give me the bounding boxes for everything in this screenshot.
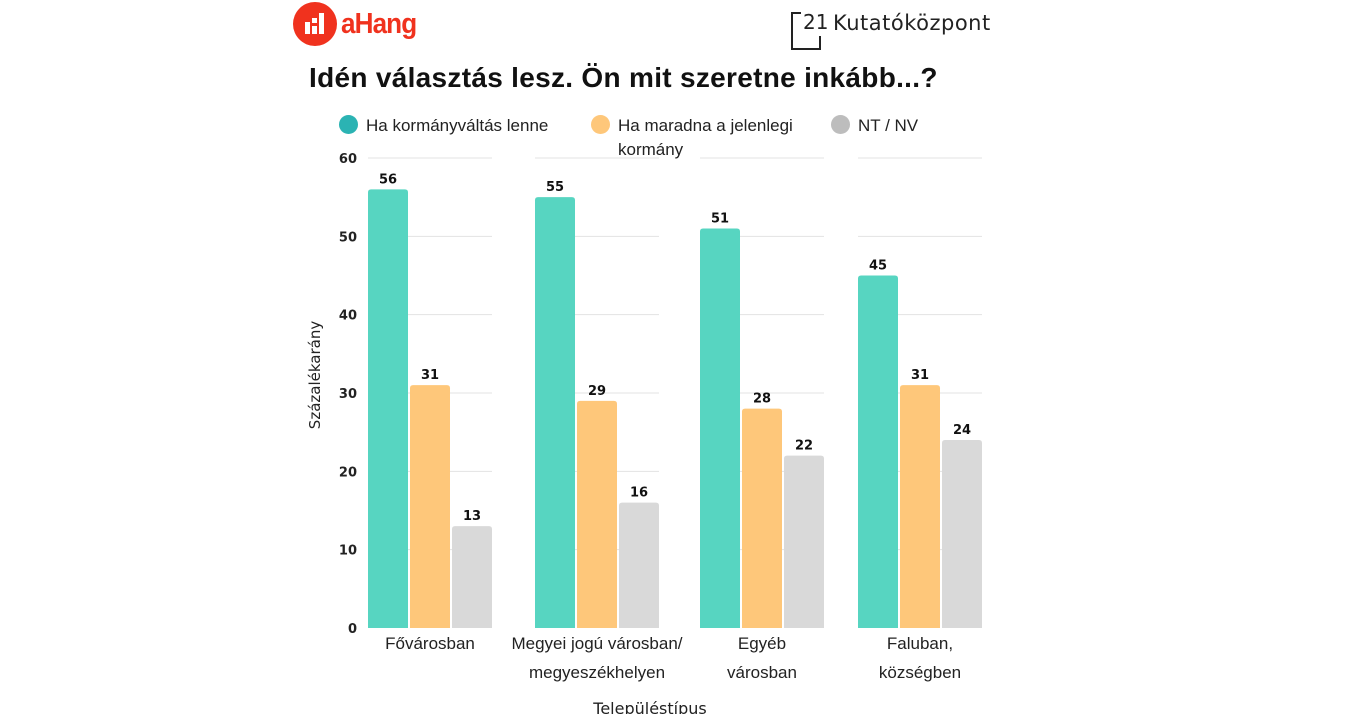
data-label: 22	[795, 439, 813, 454]
data-label: 31	[421, 368, 439, 383]
logo-text: Kutatóközpont	[833, 11, 991, 35]
bar	[942, 440, 982, 628]
bar	[619, 502, 659, 628]
bars	[368, 189, 982, 629]
kutatokozpont-logo: 21 Kutatóközpont	[791, 10, 991, 50]
bracket-logo-icon: 21	[791, 10, 828, 50]
bar	[577, 400, 617, 628]
category-labels: Fővárosban Megyei jogú városban/megyeszék…	[385, 634, 961, 682]
logo-number: 21	[803, 10, 829, 34]
bar	[742, 408, 782, 628]
legend-label: NT / NV	[858, 116, 919, 135]
y-tick-label: 50	[339, 230, 357, 245]
legend-label-wrap: Ha maradna a jelenlegi kormány	[618, 114, 793, 162]
category-label: megyeszékhelyen	[529, 663, 665, 682]
bar	[700, 228, 740, 628]
ahang-logo-icon	[293, 2, 337, 46]
legend-swatch-icon	[591, 115, 610, 134]
y-tick-label: 60	[339, 152, 357, 167]
bar	[535, 197, 575, 628]
legend-label: Ha kormányváltás lenne	[366, 116, 549, 135]
y-tick-label: 0	[348, 622, 357, 637]
y-tick-label: 10	[339, 544, 357, 559]
category-label: városban	[727, 663, 797, 682]
y-axis-ticks: 0 10 20 30 40 50 60	[339, 152, 357, 637]
x-axis-label: Településtípus	[592, 699, 706, 714]
legend-label: Ha maradna a jelenlegi	[618, 116, 793, 135]
legend-item-change: Ha kormányváltás lenne	[339, 114, 548, 138]
chart-title: Idén választás lesz. Ön mit szeretne ink…	[309, 62, 938, 93]
data-label: 45	[869, 259, 887, 274]
value-labels: 56 55 51 45 31 29 28 31 13 16 22 24	[379, 172, 971, 524]
ahang-logo: aHang	[293, 2, 425, 46]
data-label: 51	[711, 212, 729, 227]
category-label: községben	[879, 663, 961, 682]
legend-swatch-icon	[831, 115, 850, 134]
data-label: 13	[463, 509, 481, 524]
bar	[410, 385, 450, 628]
data-label: 29	[588, 384, 606, 399]
bar	[368, 189, 408, 629]
y-axis-label: Százalékarány	[306, 321, 324, 430]
bar	[784, 455, 824, 628]
category-label: Faluban,	[887, 634, 953, 653]
category-label: Fővárosban	[385, 634, 475, 653]
legend-swatch-icon	[339, 115, 358, 134]
legend-item-ntnv: NT / NV	[831, 114, 918, 138]
bar	[900, 385, 940, 628]
data-label: 55	[546, 180, 564, 195]
data-label: 56	[379, 172, 397, 187]
data-label: 31	[911, 368, 929, 383]
ahang-logo-text: aHang	[341, 7, 417, 40]
bar	[452, 526, 492, 628]
data-label: 24	[953, 423, 971, 438]
category-label: Megyei jogú városban/	[511, 634, 682, 653]
y-tick-label: 20	[339, 465, 357, 480]
legend-label-line2: kormány	[618, 140, 684, 159]
y-tick-label: 40	[339, 309, 357, 324]
y-tick-label: 30	[339, 387, 357, 402]
data-label: 16	[630, 486, 648, 501]
bar	[858, 275, 898, 628]
legend-item-stay: Ha maradna a jelenlegi kormány	[591, 114, 793, 162]
data-label: 28	[753, 392, 771, 407]
category-label: Egyéb	[738, 634, 786, 653]
